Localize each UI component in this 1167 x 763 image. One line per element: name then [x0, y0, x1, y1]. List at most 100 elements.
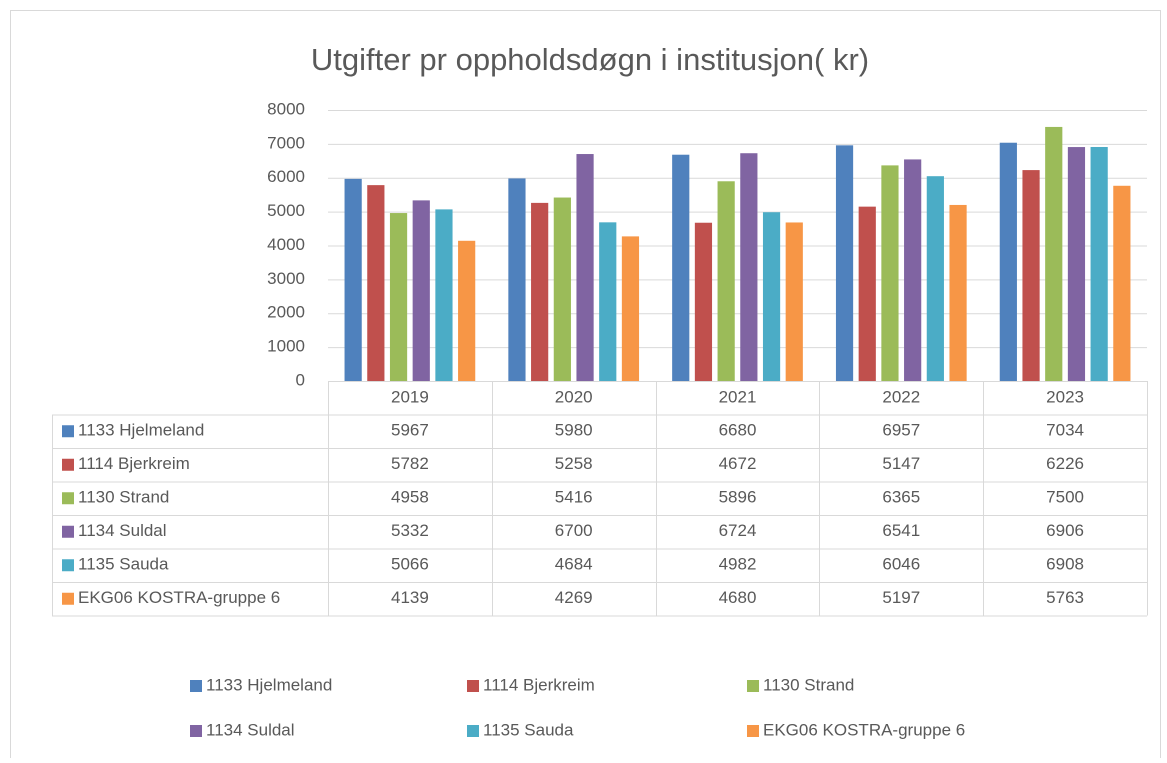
- y-tick-label: 3000: [267, 269, 305, 288]
- legend-swatch: [747, 725, 759, 737]
- bar: [435, 209, 453, 381]
- legend-swatch: [62, 592, 74, 605]
- table-cell: 7500: [1046, 488, 1084, 507]
- bar: [621, 236, 640, 381]
- chart-title: Utgifter pr oppholdsdøgn i institusjon( …: [311, 42, 869, 77]
- table-cell: 4269: [555, 588, 593, 607]
- y-tick-label: 0: [296, 370, 305, 389]
- y-tick-label: 1000: [267, 337, 305, 356]
- legend-swatch: [747, 680, 759, 692]
- table-row-label: 1130 Strand: [78, 488, 169, 507]
- bar: [1045, 126, 1063, 381]
- table-cell: 6957: [882, 421, 920, 440]
- table-cell: 5782: [391, 454, 429, 473]
- legend-label: 1130 Strand: [763, 675, 854, 694]
- legend-label: 1114 Bjerkreim: [483, 675, 595, 694]
- table-cell: 4684: [555, 555, 593, 574]
- x-tick-label: 2019: [391, 387, 429, 406]
- table-cell: 6046: [882, 555, 920, 574]
- table-cell: 6680: [719, 421, 757, 440]
- table-cell: 5763: [1046, 588, 1084, 607]
- bar: [881, 165, 899, 381]
- x-tick-label: 2021: [719, 387, 757, 406]
- y-tick-label: 4000: [267, 235, 305, 254]
- table-cell: 5258: [555, 454, 593, 473]
- bar: [412, 200, 430, 381]
- table-cell: 5197: [882, 588, 920, 607]
- y-tick-label: 8000: [267, 99, 305, 118]
- table-cell: 5896: [719, 488, 757, 507]
- bar: [1022, 170, 1040, 381]
- table-cell: 5416: [555, 488, 593, 507]
- table-cell: 7034: [1046, 421, 1084, 440]
- bar: [531, 202, 549, 381]
- bar: [672, 154, 690, 381]
- table-cell: 4982: [719, 555, 757, 574]
- bar: [1113, 185, 1131, 381]
- bar: [576, 154, 594, 381]
- bar: [999, 142, 1017, 381]
- table-cell: 4139: [391, 588, 429, 607]
- legend-label: 1134 Suldal: [206, 720, 295, 739]
- table-row-label: 1134 Suldal: [78, 521, 167, 540]
- x-tick-label: 2023: [1046, 387, 1084, 406]
- bar: [508, 178, 526, 381]
- table-row-label: 1135 Sauda: [78, 555, 169, 574]
- table-cell: 4958: [391, 488, 429, 507]
- table-cell: 5147: [882, 454, 920, 473]
- legend-swatch: [467, 680, 479, 692]
- bar: [926, 176, 944, 381]
- table-cell: 6700: [555, 521, 593, 540]
- table-row-label: EKG06 KOSTRA-gruppe 6: [78, 588, 280, 607]
- y-tick-label: 6000: [267, 167, 305, 186]
- table-cell: 6906: [1046, 521, 1084, 540]
- bar: [949, 204, 967, 381]
- bar: [694, 222, 713, 381]
- y-tick-label: 2000: [267, 303, 305, 322]
- legend-swatch: [62, 425, 74, 438]
- legend-swatch: [62, 458, 74, 471]
- table-cell: 6908: [1046, 555, 1084, 574]
- y-tick-label: 7000: [267, 133, 305, 152]
- table-row-label: 1114 Bjerkreim: [78, 454, 190, 473]
- legend-swatch: [62, 525, 74, 538]
- x-tick-label: 2020: [555, 387, 593, 406]
- table-cell: 6226: [1046, 454, 1084, 473]
- legend-swatch: [467, 725, 479, 737]
- bar: [553, 197, 571, 381]
- legend-swatch: [62, 559, 74, 572]
- bar: [835, 145, 854, 381]
- table-cell: 5967: [391, 421, 429, 440]
- bar: [1067, 147, 1086, 381]
- legend-label: 1133 Hjelmeland: [206, 675, 332, 694]
- bar: [389, 213, 408, 381]
- legend-swatch: [62, 492, 74, 505]
- bar: [762, 212, 781, 381]
- bar: [458, 240, 476, 381]
- table-cell: 6541: [882, 521, 920, 540]
- legend-swatch: [190, 725, 202, 737]
- table-cell: 6365: [882, 488, 920, 507]
- table-cell: 5980: [555, 421, 593, 440]
- chart-area: [10, 10, 1161, 763]
- legend-swatch: [190, 680, 202, 692]
- bar: [740, 153, 758, 381]
- bar: [344, 178, 362, 381]
- table-row-label: 1133 Hjelmeland: [78, 421, 204, 440]
- table-cell: 4672: [719, 454, 757, 473]
- x-tick-label: 2022: [882, 387, 920, 406]
- y-tick-label: 5000: [267, 201, 305, 220]
- table-cell: 5332: [391, 521, 429, 540]
- bar: [717, 181, 735, 381]
- bar: [1090, 146, 1108, 381]
- bar: [599, 222, 617, 381]
- bar: [904, 159, 922, 381]
- bar: [367, 185, 385, 381]
- legend-label: EKG06 KOSTRA-gruppe 6: [763, 720, 965, 739]
- legend-label: 1135 Sauda: [483, 720, 574, 739]
- table-cell: 6724: [719, 521, 757, 540]
- table-cell: 4680: [719, 588, 757, 607]
- bar: [785, 222, 803, 381]
- table-cell: 5066: [391, 555, 429, 574]
